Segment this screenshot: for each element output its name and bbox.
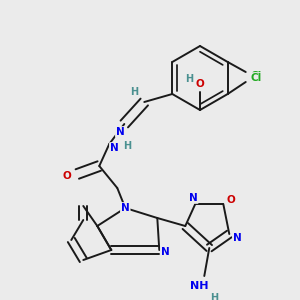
Text: N: N [233,233,242,243]
Text: H: H [210,293,218,300]
Text: Cl: Cl [250,71,261,81]
Text: Cl: Cl [250,73,261,83]
Text: N: N [121,203,130,213]
Text: H: H [130,87,138,97]
Text: N: N [161,247,170,257]
Text: N: N [110,143,119,153]
Text: O: O [63,171,72,181]
Text: O: O [196,79,204,89]
Text: H: H [185,74,193,84]
Text: O: O [227,195,236,205]
Text: H: H [123,141,131,151]
Text: N: N [189,193,198,203]
Text: N: N [116,127,125,137]
Text: NH: NH [190,281,208,291]
